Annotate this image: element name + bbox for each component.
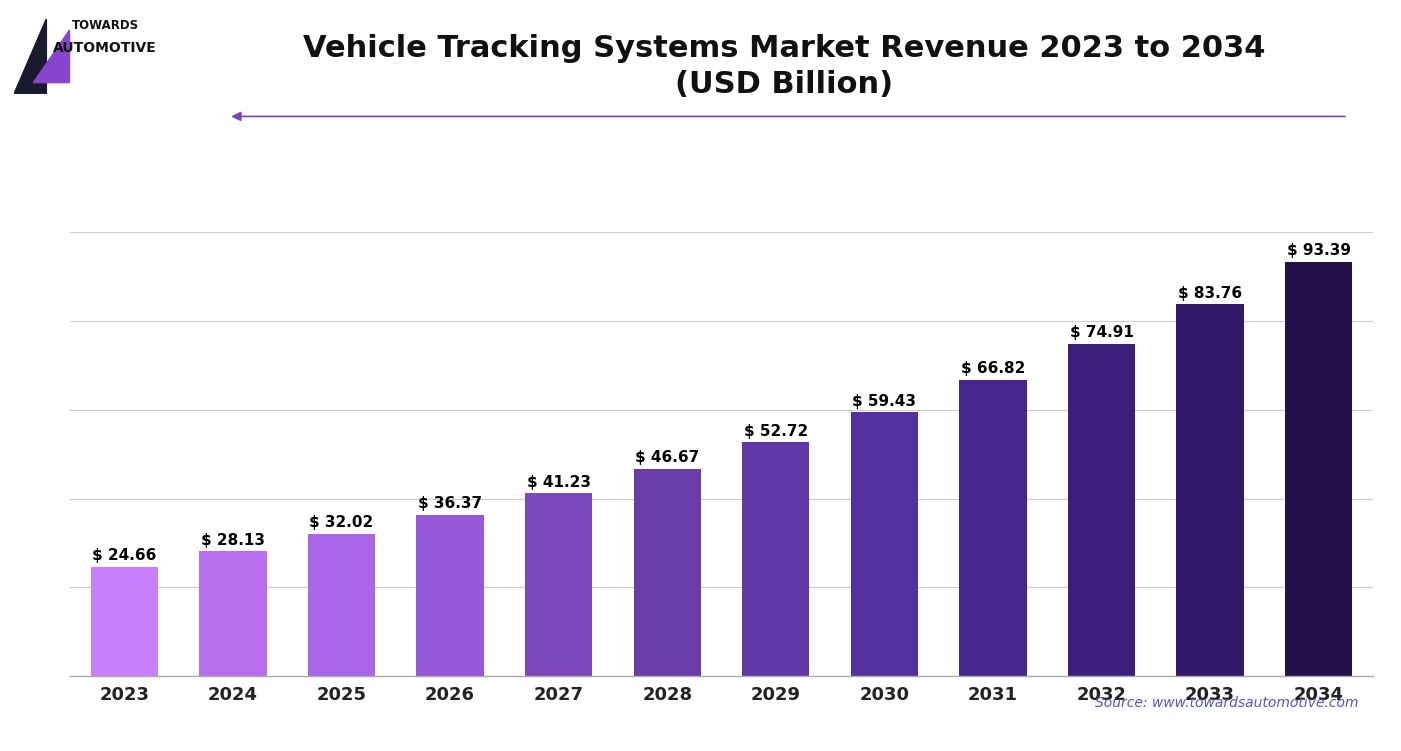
Text: $ 74.91: $ 74.91 bbox=[1069, 325, 1133, 340]
Polygon shape bbox=[14, 19, 46, 94]
Bar bbox=[1177, 304, 1244, 676]
Text: $ 59.43: $ 59.43 bbox=[852, 394, 916, 409]
Polygon shape bbox=[34, 30, 70, 83]
Bar bbox=[308, 534, 375, 676]
Bar bbox=[633, 469, 700, 676]
Bar bbox=[743, 442, 810, 676]
Bar bbox=[91, 566, 158, 676]
Text: $ 83.76: $ 83.76 bbox=[1178, 286, 1243, 301]
Bar bbox=[416, 514, 483, 676]
Text: $ 93.39: $ 93.39 bbox=[1286, 243, 1351, 258]
Bar bbox=[199, 551, 266, 676]
Text: AUTOMOTIVE: AUTOMOTIVE bbox=[53, 41, 157, 56]
Bar bbox=[1285, 262, 1352, 676]
Text: TOWARDS: TOWARDS bbox=[71, 19, 139, 32]
Text: $ 52.72: $ 52.72 bbox=[744, 424, 808, 439]
Text: Vehicle Tracking Systems Market Revenue 2023 to 2034
(USD Billion): Vehicle Tracking Systems Market Revenue … bbox=[303, 34, 1267, 98]
Text: $ 66.82: $ 66.82 bbox=[961, 361, 1026, 376]
Bar bbox=[1068, 344, 1135, 676]
Bar bbox=[525, 493, 593, 676]
Text: $ 41.23: $ 41.23 bbox=[527, 475, 591, 490]
Bar bbox=[960, 379, 1027, 676]
Text: $ 24.66: $ 24.66 bbox=[92, 548, 157, 563]
Bar bbox=[850, 412, 918, 676]
Text: $ 46.67: $ 46.67 bbox=[635, 451, 699, 466]
Text: $ 32.02: $ 32.02 bbox=[310, 515, 374, 530]
Text: $ 36.37: $ 36.37 bbox=[417, 496, 482, 511]
Text: Source: www.towardsautomotive.com: Source: www.towardsautomotive.com bbox=[1096, 695, 1359, 710]
Text: $ 28.13: $ 28.13 bbox=[200, 532, 265, 547]
